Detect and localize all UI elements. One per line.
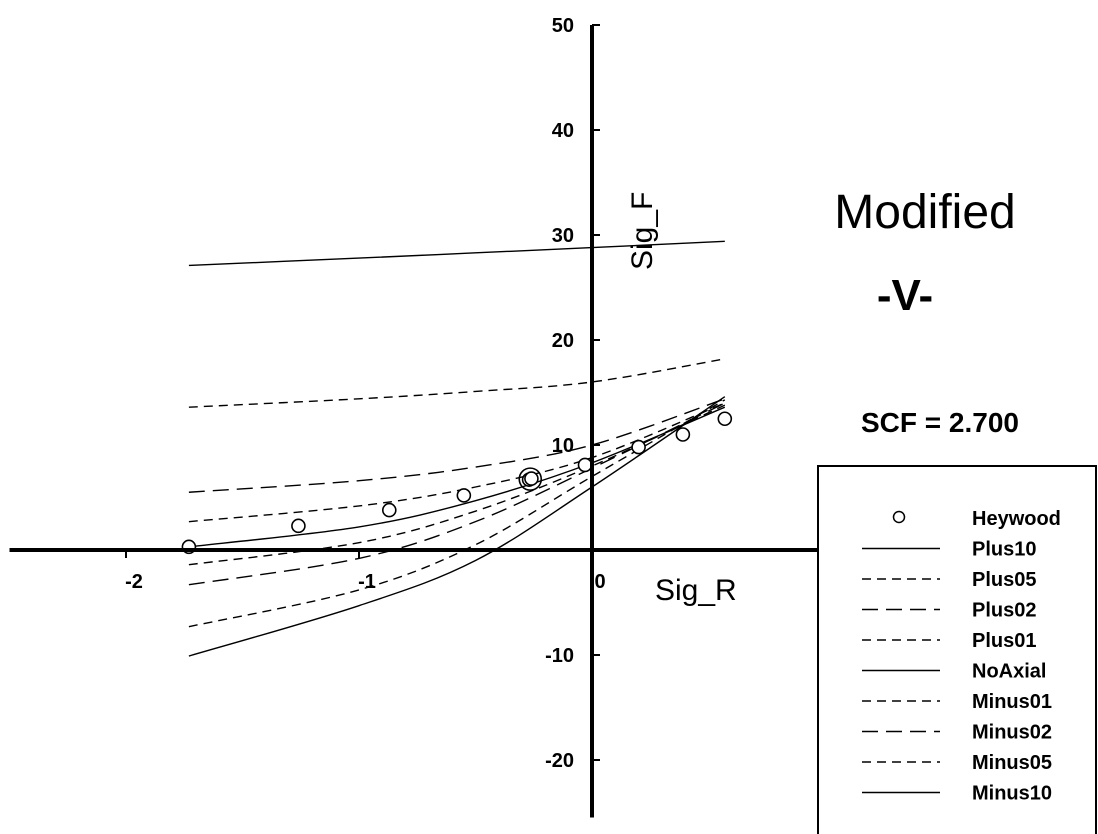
- heywood-point: [675, 427, 691, 442]
- legend-item-plus02: Plus02: [862, 600, 1036, 622]
- legend-item-heywood: Heywood: [892, 508, 1061, 530]
- chart-title: Modified: [834, 186, 1015, 239]
- legend-items: Heywood Plus10 Plus05 Plus02 Plus01 NoAxial Mi…: [862, 508, 1061, 805]
- heywood-point: [524, 471, 539, 486]
- highlight-ring: [518, 467, 543, 491]
- y-tick-label: -10: [545, 645, 574, 667]
- legend-label: Minus01: [972, 691, 1052, 713]
- legend-label: Minus05: [972, 752, 1052, 774]
- series-line-plus10: [188, 240, 725, 267]
- series-line-minus10: [188, 396, 726, 657]
- series-line-minus02: [188, 402, 726, 586]
- chart-subtitle: -V-: [877, 271, 933, 320]
- legend-label: Minus10: [972, 783, 1052, 805]
- y-axis-title: Sig_F: [626, 192, 659, 270]
- y-tick-label: 50: [552, 15, 574, 37]
- y-tick-label: 40: [552, 120, 574, 142]
- y-tick-label: 20: [552, 330, 574, 352]
- heywood-point: [631, 439, 646, 455]
- series-line-plus02: [188, 398, 726, 493]
- legend-label: NoAxial: [972, 661, 1046, 683]
- x-axis-title: Sig_R: [655, 574, 737, 607]
- legend-label: Plus10: [972, 539, 1036, 561]
- y-tick-label: 30: [552, 225, 574, 247]
- plot-points: [181, 411, 733, 555]
- heywood-point: [381, 502, 397, 518]
- legend-label: Plus02: [972, 600, 1036, 622]
- series-line-minus05: [188, 399, 726, 628]
- legend-item-minus05: Minus05: [862, 752, 1052, 774]
- y-tick-label: 10: [552, 435, 574, 457]
- x-tick-label: -1: [358, 571, 376, 593]
- x-tick-label: 0: [594, 571, 605, 593]
- legend-label: Minus02: [972, 722, 1052, 744]
- scf-annotation: SCF = 2.700: [861, 407, 1019, 438]
- legend-label: Heywood: [972, 508, 1061, 530]
- series-line-minus01: [188, 404, 726, 566]
- legend-item-minus01: Minus01: [862, 691, 1052, 713]
- legend-item-minus10: Minus10: [862, 783, 1052, 805]
- legend-box: [817, 465, 1097, 834]
- heywood-point: [717, 411, 733, 427]
- heywood-point: [577, 457, 593, 473]
- heywood-point: [291, 518, 306, 534]
- legend-label: Plus05: [972, 569, 1036, 591]
- axes: [9, 25, 820, 818]
- heywood-point: [456, 488, 472, 503]
- legend-item-plus10: Plus10: [862, 539, 1036, 561]
- legend-item-noaxial: NoAxial: [862, 661, 1046, 683]
- series-line-plus05: [188, 358, 725, 408]
- y-tick-label: -20: [545, 750, 574, 772]
- legend: Heywood Plus10 Plus05 Plus02 Plus01 NoAxial Mi…: [817, 465, 1097, 834]
- legend-label: Plus01: [972, 630, 1036, 652]
- x-tick-label: -2: [125, 571, 143, 593]
- legend-item-plus01: Plus01: [862, 630, 1036, 652]
- ticks: [125, 24, 826, 761]
- legend-item-minus02: Minus02: [862, 722, 1052, 744]
- legend-item-plus05: Plus05: [862, 569, 1036, 591]
- legend-marker: [892, 510, 906, 524]
- series-line-plus01: [188, 402, 726, 523]
